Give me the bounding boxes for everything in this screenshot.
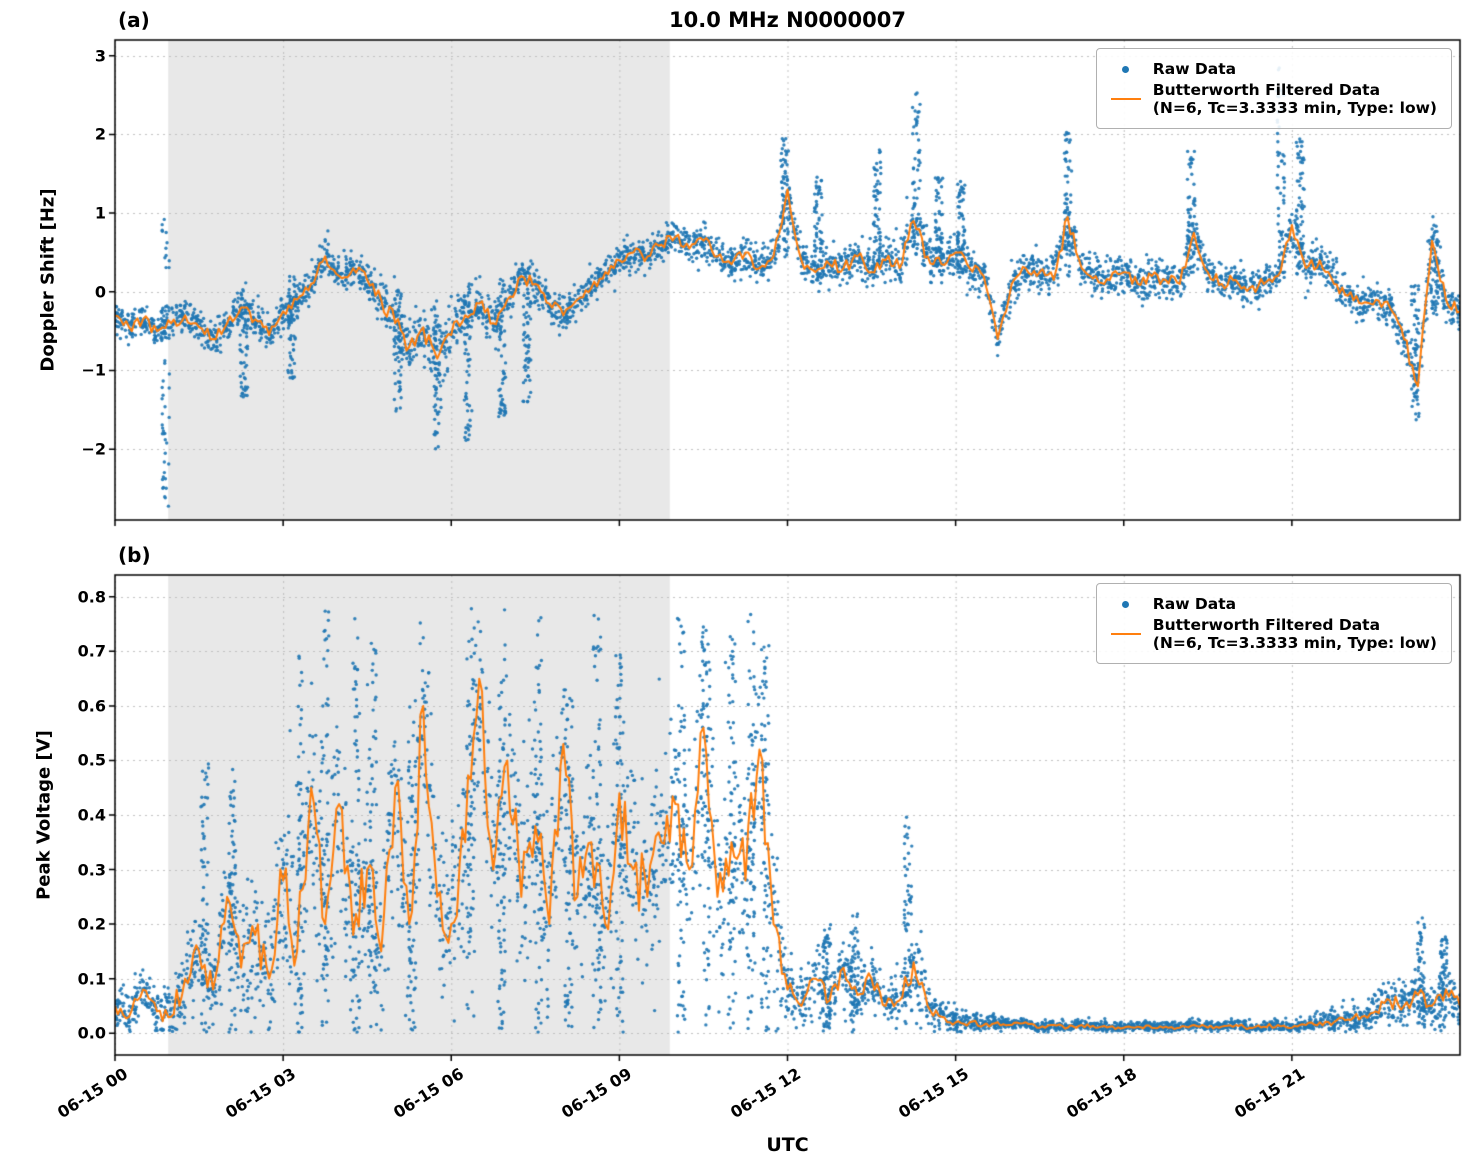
y-tick-label: 2 — [94, 124, 106, 144]
y-tick-label: 0 — [94, 282, 106, 302]
legend-raw-label: Raw Data — [1152, 60, 1237, 78]
y-tick-label: 3 — [94, 46, 106, 66]
x-axis-label: UTC — [766, 1134, 809, 1156]
y-tick-label: 0.3 — [77, 860, 106, 880]
figure-title: 10.0 MHz N0000007 — [669, 8, 906, 32]
y-tick-label: 0.6 — [77, 696, 106, 716]
panel-a-label: (a) — [118, 8, 150, 32]
filtered-line-marker-icon — [1109, 633, 1143, 635]
legend-entry-filtered: Butterworth Filtered Data (N=6, Tc=3.333… — [1109, 81, 1437, 117]
legend-filtered-params: (N=6, Tc=3.3333 min, Type: low) — [1152, 99, 1437, 117]
legend-entry-raw: Raw Data — [1109, 595, 1437, 613]
y-tick-label: 0.8 — [77, 587, 106, 607]
filtered-line-marker-icon — [1109, 98, 1143, 100]
legend-filtered-params: (N=6, Tc=3.3333 min, Type: low) — [1152, 634, 1437, 652]
legend-entry-raw: Raw Data — [1109, 60, 1437, 78]
legend-filtered-label: Butterworth Filtered Data — [1152, 616, 1381, 634]
legend-panel-b: Raw Data Butterworth Filtered Data (N=6,… — [1095, 583, 1452, 664]
legend-entry-filtered: Butterworth Filtered Data (N=6, Tc=3.333… — [1109, 616, 1437, 652]
y-tick-label: −2 — [81, 439, 106, 459]
raw-data-marker-icon — [1109, 600, 1143, 608]
y-tick-label: 0.0 — [77, 1023, 106, 1043]
y-tick-label: 0.1 — [77, 969, 106, 989]
y-tick-label: 0.4 — [77, 805, 106, 825]
panel-b-label: (b) — [118, 543, 151, 567]
legend-filtered-label: Butterworth Filtered Data — [1152, 81, 1381, 99]
y-tick-label: 0.5 — [77, 750, 106, 770]
legend-panel-a: Raw Data Butterworth Filtered Data (N=6,… — [1095, 48, 1452, 129]
y-tick-label: −1 — [81, 360, 106, 380]
y-tick-label: 0.7 — [77, 641, 106, 661]
raw-data-marker-icon — [1109, 65, 1143, 73]
y-tick-label: 0.2 — [77, 914, 106, 934]
y-tick-label: 1 — [94, 203, 106, 223]
legend-raw-label: Raw Data — [1152, 595, 1237, 613]
